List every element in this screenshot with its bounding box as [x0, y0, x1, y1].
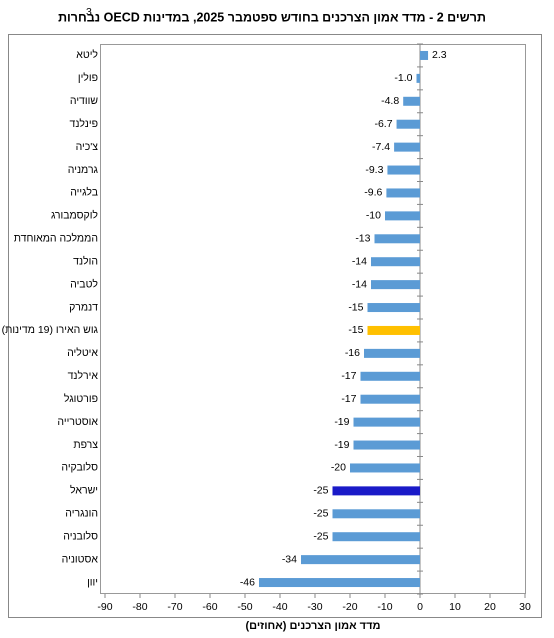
value-label: -6.7: [374, 118, 392, 130]
value-label: -34: [282, 553, 297, 565]
x-tick-label: -30: [307, 601, 322, 613]
bar: [420, 50, 429, 60]
y-tick-label: ליטא: [76, 49, 98, 61]
value-label: -7.4: [372, 141, 390, 153]
y-tick-label: גרמניה: [68, 164, 99, 176]
y-tick-label: שוודיה: [70, 95, 98, 107]
value-label: -16: [345, 347, 360, 359]
y-tick-label: סלובקיה: [61, 462, 98, 474]
y-tick-label: סלובניה: [63, 530, 98, 542]
bar: [371, 257, 420, 267]
bar: [364, 348, 420, 358]
bar: [301, 555, 420, 565]
x-tick-label: 10: [449, 601, 461, 613]
x-tick-label: -90: [97, 601, 112, 613]
bar: [350, 463, 420, 473]
bar: [394, 142, 420, 152]
value-label: -14: [352, 255, 367, 267]
value-label: -13: [355, 233, 370, 245]
value-label: -15: [348, 301, 363, 313]
y-tick-label: איטליה: [67, 347, 98, 359]
value-label: -14: [352, 278, 367, 290]
value-label: -25: [313, 485, 328, 497]
bar: [371, 280, 420, 290]
bar: [332, 486, 420, 496]
value-label: 2.3: [432, 49, 447, 61]
value-label: -4.8: [381, 95, 399, 107]
x-tick-label: -20: [342, 601, 357, 613]
y-tick-label: אוסטרייה: [57, 416, 98, 428]
plot-frame: [100, 44, 526, 594]
y-tick-label: ישראל: [70, 485, 98, 497]
bar: [396, 119, 420, 129]
x-axis-title: מדד אמון הצרכנים (אחוזים): [246, 620, 381, 632]
y-tick-label: הונגריה: [65, 508, 98, 520]
value-label: -10: [366, 210, 381, 222]
value-label: -46: [240, 576, 255, 588]
value-label: -17: [341, 370, 356, 382]
y-tick-label: צרפת: [73, 439, 98, 451]
value-label: -9.6: [364, 187, 382, 199]
value-label: -25: [313, 530, 328, 542]
bar: [367, 303, 420, 313]
y-tick-label: פורטוגל: [64, 393, 98, 405]
bar: [386, 188, 420, 198]
value-label: -19: [334, 416, 349, 428]
bar: [353, 440, 420, 450]
bar: [387, 165, 420, 175]
y-tick-label: בלגייה: [70, 187, 98, 199]
bar: [403, 96, 420, 106]
bar: [416, 73, 420, 83]
bar: [332, 532, 420, 542]
y-tick-label: הממלכה המאוחדת: [14, 233, 98, 245]
y-tick-label: דנמרק: [69, 301, 98, 313]
x-tick-label: -50: [237, 601, 252, 613]
bar: [374, 234, 420, 244]
x-tick-label: -70: [167, 601, 182, 613]
y-tick-label: גוש האירו (19 מדינות): [2, 324, 99, 336]
x-tick-label: -40: [272, 601, 287, 613]
y-tick-label: הולנד: [73, 255, 98, 267]
bar: [360, 394, 420, 404]
x-tick-label: 20: [484, 601, 496, 613]
bar: [360, 371, 420, 381]
value-label: -25: [313, 508, 328, 520]
bar: [259, 578, 420, 588]
bar: [332, 509, 420, 519]
y-tick-label: אירלנד: [68, 370, 99, 382]
value-label: -19: [334, 439, 349, 451]
bar: [385, 211, 420, 221]
chart-title: תרשים 2 - מדד אמון הצרכנים בחודש ספטמבר …: [58, 10, 486, 24]
y-tick-label: פינלנד: [70, 118, 98, 130]
x-tick-label: -80: [132, 601, 147, 613]
bar: [353, 417, 420, 427]
value-label: -15: [348, 324, 363, 336]
x-tick-label: -60: [202, 601, 217, 613]
value-label: -17: [341, 393, 356, 405]
bar: [367, 325, 420, 335]
y-tick-label: צ'כיה: [76, 141, 99, 153]
y-tick-label: יוון: [87, 576, 98, 588]
x-tick-label: -10: [377, 601, 392, 613]
y-tick-label: אסטוניה: [62, 553, 99, 565]
value-label: -1.0: [394, 72, 412, 84]
y-tick-label: לטביה: [70, 278, 98, 290]
title-note: 3: [86, 6, 92, 18]
value-label: -20: [331, 462, 346, 474]
value-label: -9.3: [365, 164, 383, 176]
x-tick-label: 30: [519, 601, 531, 613]
y-tick-label: פולין: [78, 72, 98, 84]
chart-frame: [8, 34, 542, 618]
x-tick-label: 0: [417, 601, 423, 613]
y-tick-label: לוקסמבורג: [51, 210, 98, 222]
